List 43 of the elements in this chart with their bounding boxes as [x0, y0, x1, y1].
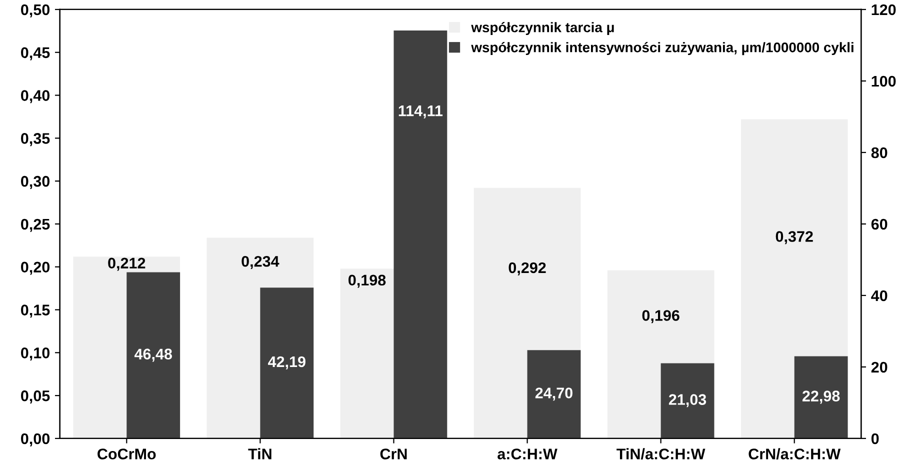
x-tick-label: CrN	[380, 448, 407, 460]
y-tick-label: 0,10	[21, 348, 50, 361]
y2-tick-label: 40	[871, 290, 888, 302]
data-label: 114,11	[398, 106, 443, 118]
data-label: 46,48	[134, 348, 172, 362]
legend-label: współczynnik tarcia μ	[471, 22, 614, 36]
data-label: 0,196	[642, 310, 680, 324]
y-tick-label: 0,20	[21, 262, 50, 275]
y-tick-label: 0,45	[21, 47, 50, 60]
y2-tick-label: 120	[872, 4, 896, 16]
y-tick-label: 0,35	[21, 133, 50, 146]
bar	[660, 363, 714, 438]
y-tick-label: 0,50	[21, 4, 50, 18]
data-label: 0,212	[108, 258, 146, 271]
y2-tick-label: 60	[871, 218, 888, 230]
bar	[394, 30, 448, 438]
data-label: 0,372	[776, 231, 813, 244]
x-tick-label: TiN/a:C:H:W	[616, 448, 706, 460]
x-tick-label: CrN/a:C:H:W	[748, 448, 841, 460]
y2-tick-label: 80	[871, 147, 888, 158]
bar	[794, 356, 848, 438]
data-label: 24,70	[535, 388, 572, 401]
bar	[527, 350, 581, 438]
data-label: 0,234	[242, 256, 280, 269]
y-tick-label: 0,00	[21, 433, 50, 446]
x-tick-label: CoCrMo	[98, 448, 156, 460]
data-label: 0,292	[508, 262, 546, 276]
x-tick-label: TiN	[248, 448, 272, 460]
bar	[260, 288, 314, 438]
y-tick-label: 0,40	[21, 90, 50, 104]
y-tick-label: 0,15	[21, 304, 50, 318]
data-label: 22,98	[802, 390, 840, 404]
data-label: 42,19	[268, 356, 306, 370]
y-tick-label: 0,25	[21, 218, 50, 232]
y2-tick-label: 100	[872, 76, 896, 87]
x-tick-label: a:C:H:W	[498, 448, 558, 460]
y2-tick-label: 20	[871, 362, 888, 373]
legend-label: współczynnik intensywności zużywania, µm/1000000 cykli	[471, 42, 854, 56]
y-tick-label: 0,05	[21, 390, 50, 404]
y2-tick-label: 0	[871, 433, 879, 444]
y-tick-label: 0,30	[21, 176, 50, 189]
data-label: 0,198	[348, 274, 386, 288]
data-label: 21,03	[668, 394, 706, 408]
